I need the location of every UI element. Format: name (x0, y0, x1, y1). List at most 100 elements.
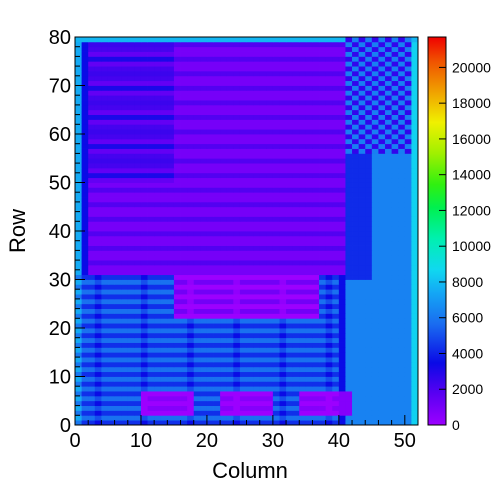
heatmap-cell (134, 294, 142, 300)
heatmap-cell (200, 51, 208, 57)
heatmap-cell (305, 274, 313, 280)
heatmap-cell (398, 352, 406, 358)
heatmap-cell (88, 289, 96, 295)
heatmap-cell (391, 255, 399, 261)
heatmap-cell (200, 143, 208, 149)
heatmap-cell (81, 134, 89, 140)
heatmap-cell (193, 66, 201, 72)
heatmap-cell (352, 357, 360, 363)
heatmap-cell (121, 163, 129, 169)
heatmap-cell (411, 100, 419, 106)
heatmap-cell (121, 231, 129, 237)
heatmap-cell (206, 371, 214, 377)
heatmap-cell (193, 197, 201, 203)
heatmap-cell (253, 201, 261, 208)
heatmap-cell (325, 395, 333, 402)
heatmap-cell (312, 182, 320, 188)
heatmap-cell (107, 158, 115, 164)
heatmap-cell (193, 231, 201, 237)
heatmap-cell (286, 240, 294, 246)
heatmap-cell (352, 80, 360, 86)
heatmap-cell (160, 298, 168, 305)
heatmap-cell (246, 70, 254, 77)
heatmap-cell (134, 85, 142, 91)
heatmap-cell (134, 308, 142, 314)
heatmap-cell (147, 61, 155, 67)
heatmap-cell (325, 182, 333, 188)
heatmap-cell (312, 395, 320, 402)
heatmap-cell (312, 298, 320, 305)
heatmap-cell (233, 75, 241, 82)
heatmap-cell (107, 264, 115, 271)
heatmap-cell (279, 192, 287, 198)
heatmap-cell (365, 119, 373, 125)
heatmap-cell (239, 342, 247, 348)
heatmap-cell (352, 371, 360, 377)
heatmap-cell (332, 400, 340, 406)
heatmap-cell (365, 264, 373, 271)
heatmap-cell (279, 129, 287, 135)
heatmap-cell (121, 138, 129, 145)
heatmap-cell (220, 90, 228, 96)
heatmap-cell (325, 289, 333, 295)
heatmap-cell (180, 250, 188, 256)
heatmap-cell (154, 66, 162, 72)
heatmap-cell (385, 104, 393, 111)
heatmap-cell (167, 337, 175, 343)
heatmap-cell (259, 134, 267, 140)
heatmap-cell (167, 41, 175, 48)
heatmap-cell (81, 269, 89, 276)
heatmap-cell (345, 153, 353, 159)
heatmap-cell (352, 134, 360, 140)
heatmap-cell (220, 366, 228, 373)
heatmap-cell (75, 391, 82, 397)
heatmap-cell (404, 313, 412, 319)
heatmap-cell (312, 415, 320, 421)
heatmap-cell (365, 124, 373, 130)
heatmap-cell (312, 114, 320, 120)
heatmap-cell (81, 284, 89, 290)
heatmap-cell (272, 172, 280, 179)
heatmap-cell (94, 332, 102, 339)
heatmap-cell (239, 337, 247, 343)
heatmap-cell (253, 56, 261, 62)
heatmap-cell (226, 366, 234, 373)
heatmap-cell (345, 46, 353, 52)
heatmap-cell (233, 357, 241, 363)
heatmap-cell (167, 303, 175, 309)
heatmap-cell (385, 279, 393, 285)
heatmap-cell (140, 420, 148, 426)
heatmap-cell (272, 51, 280, 57)
heatmap-cell (246, 95, 254, 101)
heatmap-cell (167, 46, 175, 52)
heatmap-cell (160, 381, 168, 387)
heatmap-cell (365, 347, 373, 353)
heatmap-cell (187, 235, 195, 242)
heatmap-cell (292, 75, 300, 82)
heatmap-cell (259, 279, 267, 285)
heatmap-cell (272, 313, 280, 319)
heatmap-cell (398, 70, 406, 77)
heatmap-cell (345, 163, 353, 169)
heatmap-cell (312, 235, 320, 242)
heatmap-cell (81, 366, 89, 373)
heatmap-cell (253, 352, 261, 358)
heatmap-cell (206, 381, 214, 387)
heatmap-cell (305, 100, 313, 106)
heatmap-cell (101, 328, 109, 334)
heatmap-cell (88, 70, 96, 77)
heatmap-cell (167, 323, 175, 329)
heatmap-cell (259, 85, 267, 91)
heatmap-cell (404, 41, 412, 48)
heatmap-cell (81, 289, 89, 295)
heatmap-cell (345, 308, 353, 314)
heatmap-cell (160, 342, 168, 348)
heatmap-cell (319, 85, 327, 91)
y-tick-label: 20 (49, 318, 71, 340)
heatmap-cell (88, 216, 96, 222)
heatmap-cell (325, 119, 333, 125)
heatmap-cell (233, 90, 241, 96)
heatmap-cell (352, 274, 360, 280)
heatmap-cell (398, 51, 406, 57)
heatmap-cell (332, 245, 340, 251)
